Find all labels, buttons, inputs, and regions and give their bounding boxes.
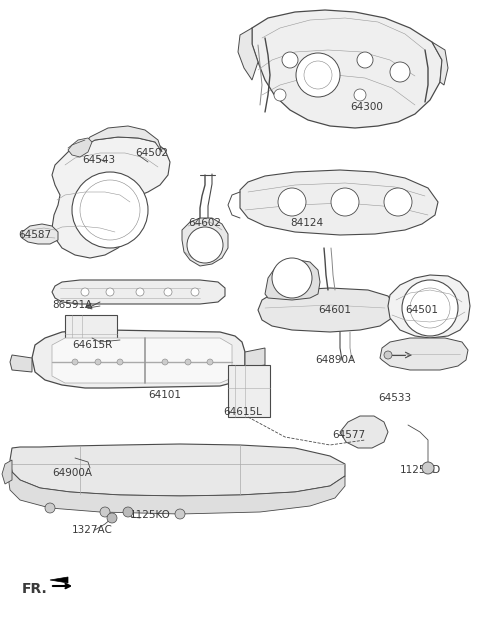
Text: 64577: 64577	[332, 430, 365, 440]
Circle shape	[123, 507, 133, 517]
Circle shape	[162, 359, 168, 365]
Polygon shape	[238, 28, 258, 80]
Bar	[228, 365, 270, 417]
Bar	[65, 315, 117, 353]
Circle shape	[390, 62, 410, 82]
Polygon shape	[22, 224, 58, 244]
Text: FR.: FR.	[22, 582, 48, 596]
Text: 64587: 64587	[18, 230, 51, 240]
Text: 1327AC: 1327AC	[72, 525, 113, 535]
Text: 64543: 64543	[82, 155, 115, 165]
Text: 1125KD: 1125KD	[400, 465, 441, 475]
Polygon shape	[258, 288, 395, 332]
Polygon shape	[245, 348, 265, 368]
Text: 64900A: 64900A	[52, 468, 92, 478]
Polygon shape	[432, 42, 448, 85]
Circle shape	[81, 288, 89, 296]
Circle shape	[45, 503, 55, 513]
Polygon shape	[2, 460, 12, 484]
Polygon shape	[68, 138, 92, 157]
Circle shape	[384, 351, 392, 359]
Polygon shape	[52, 338, 232, 383]
Circle shape	[107, 513, 117, 523]
Polygon shape	[388, 275, 470, 338]
Polygon shape	[52, 280, 225, 304]
Circle shape	[331, 188, 359, 216]
Polygon shape	[182, 218, 228, 266]
Circle shape	[422, 462, 434, 474]
Circle shape	[106, 288, 114, 296]
Circle shape	[72, 172, 148, 248]
Text: 64533: 64533	[378, 393, 411, 403]
Circle shape	[187, 227, 223, 263]
Circle shape	[354, 89, 366, 101]
Text: 1125KO: 1125KO	[130, 510, 171, 520]
Circle shape	[402, 280, 458, 336]
Polygon shape	[32, 330, 245, 388]
Text: 64101: 64101	[148, 390, 181, 400]
Circle shape	[357, 52, 373, 68]
Polygon shape	[252, 10, 442, 128]
Circle shape	[164, 288, 172, 296]
Text: 64502: 64502	[135, 148, 168, 158]
Circle shape	[136, 288, 144, 296]
Polygon shape	[380, 338, 468, 370]
Text: 64602: 64602	[188, 218, 221, 228]
Polygon shape	[340, 416, 388, 448]
Text: 64890A: 64890A	[315, 355, 355, 365]
Polygon shape	[52, 137, 170, 258]
Text: 64601: 64601	[318, 305, 351, 315]
Circle shape	[282, 52, 298, 68]
Polygon shape	[50, 577, 68, 583]
Circle shape	[272, 258, 312, 298]
Circle shape	[117, 359, 123, 365]
Polygon shape	[10, 444, 345, 496]
Circle shape	[278, 188, 306, 216]
Circle shape	[95, 359, 101, 365]
Text: 86591A: 86591A	[52, 300, 92, 310]
Circle shape	[274, 89, 286, 101]
Circle shape	[175, 509, 185, 519]
Polygon shape	[10, 355, 32, 372]
Circle shape	[191, 288, 199, 296]
Circle shape	[207, 359, 213, 365]
Text: 64501: 64501	[405, 305, 438, 315]
Circle shape	[100, 507, 110, 517]
Polygon shape	[82, 126, 162, 152]
Text: 84124: 84124	[290, 218, 323, 228]
Text: 64615R: 64615R	[72, 340, 112, 350]
Circle shape	[72, 359, 78, 365]
Circle shape	[384, 188, 412, 216]
Text: 64615L: 64615L	[223, 407, 262, 417]
Text: 64300: 64300	[350, 102, 383, 112]
Circle shape	[185, 359, 191, 365]
Polygon shape	[8, 462, 345, 514]
Circle shape	[296, 53, 340, 97]
Polygon shape	[240, 170, 438, 235]
Polygon shape	[265, 260, 320, 300]
